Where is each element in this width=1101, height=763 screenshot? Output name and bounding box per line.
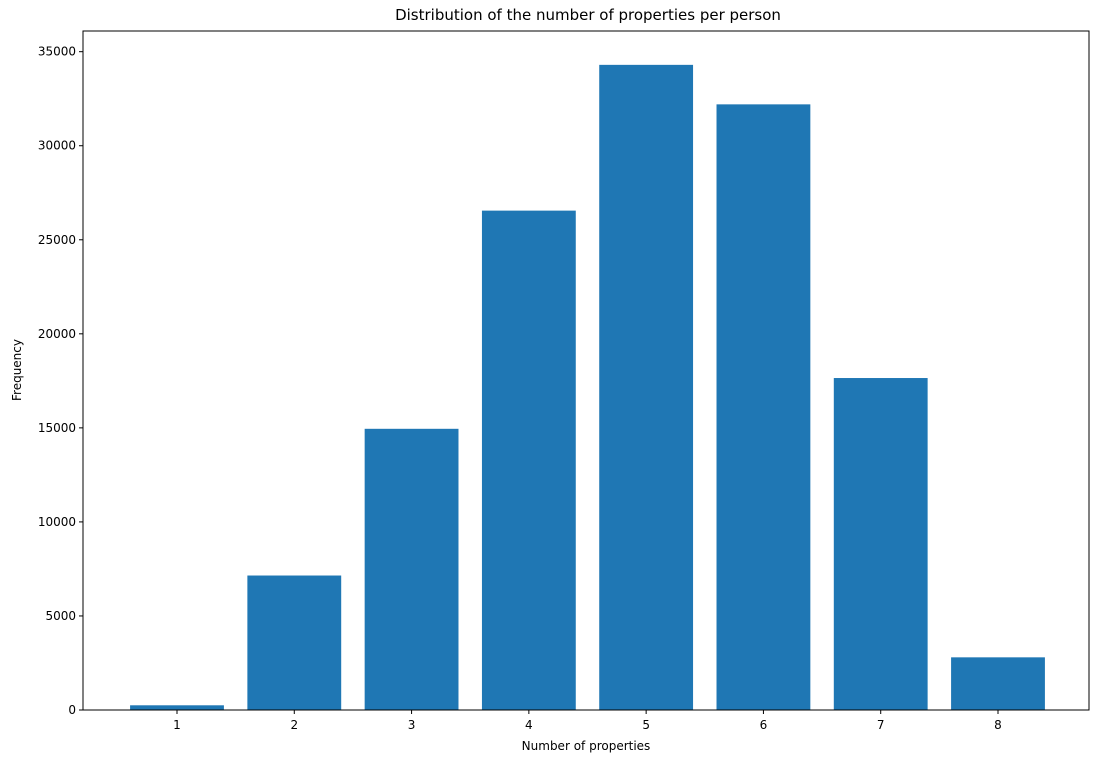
x-tick-label: 1 xyxy=(173,718,181,732)
bar-4 xyxy=(481,210,576,711)
x-tick-label: 4 xyxy=(525,718,533,732)
y-tick-label: 10000 xyxy=(38,515,76,529)
chart-title: Distribution of the number of properties… xyxy=(395,6,781,24)
x-axis-label: Number of properties xyxy=(522,739,651,753)
bar-2 xyxy=(247,575,342,710)
bars-group xyxy=(130,64,1045,711)
y-tick-label: 15000 xyxy=(38,421,76,435)
y-tick-label: 35000 xyxy=(38,45,76,59)
x-tick-label: 7 xyxy=(877,718,885,732)
y-tick-label: 0 xyxy=(68,703,76,717)
bar-6 xyxy=(716,104,811,711)
bar-3 xyxy=(364,428,459,710)
y-tick-label: 25000 xyxy=(38,233,76,247)
y-axis-label: Frequency xyxy=(10,339,24,401)
bar-1 xyxy=(130,705,224,710)
x-tick-label: 3 xyxy=(408,718,416,732)
x-tick-label: 2 xyxy=(290,718,298,732)
bar-8 xyxy=(951,657,1045,710)
y-tick-label: 5000 xyxy=(45,609,76,623)
y-tick-label: 20000 xyxy=(38,327,76,341)
x-axis-ticks: 1 2 3 4 5 6 7 8 xyxy=(173,710,1002,732)
y-axis-ticks: 0 5000 10000 15000 20000 25000 30000 35000 xyxy=(38,45,83,717)
x-tick-label: 6 xyxy=(760,718,768,732)
x-tick-label: 5 xyxy=(642,718,650,732)
bar-7 xyxy=(833,378,928,710)
plot-frame xyxy=(82,30,1090,711)
bar-5 xyxy=(599,64,694,710)
x-tick-label: 8 xyxy=(994,718,1002,732)
y-tick-label: 30000 xyxy=(38,139,76,153)
